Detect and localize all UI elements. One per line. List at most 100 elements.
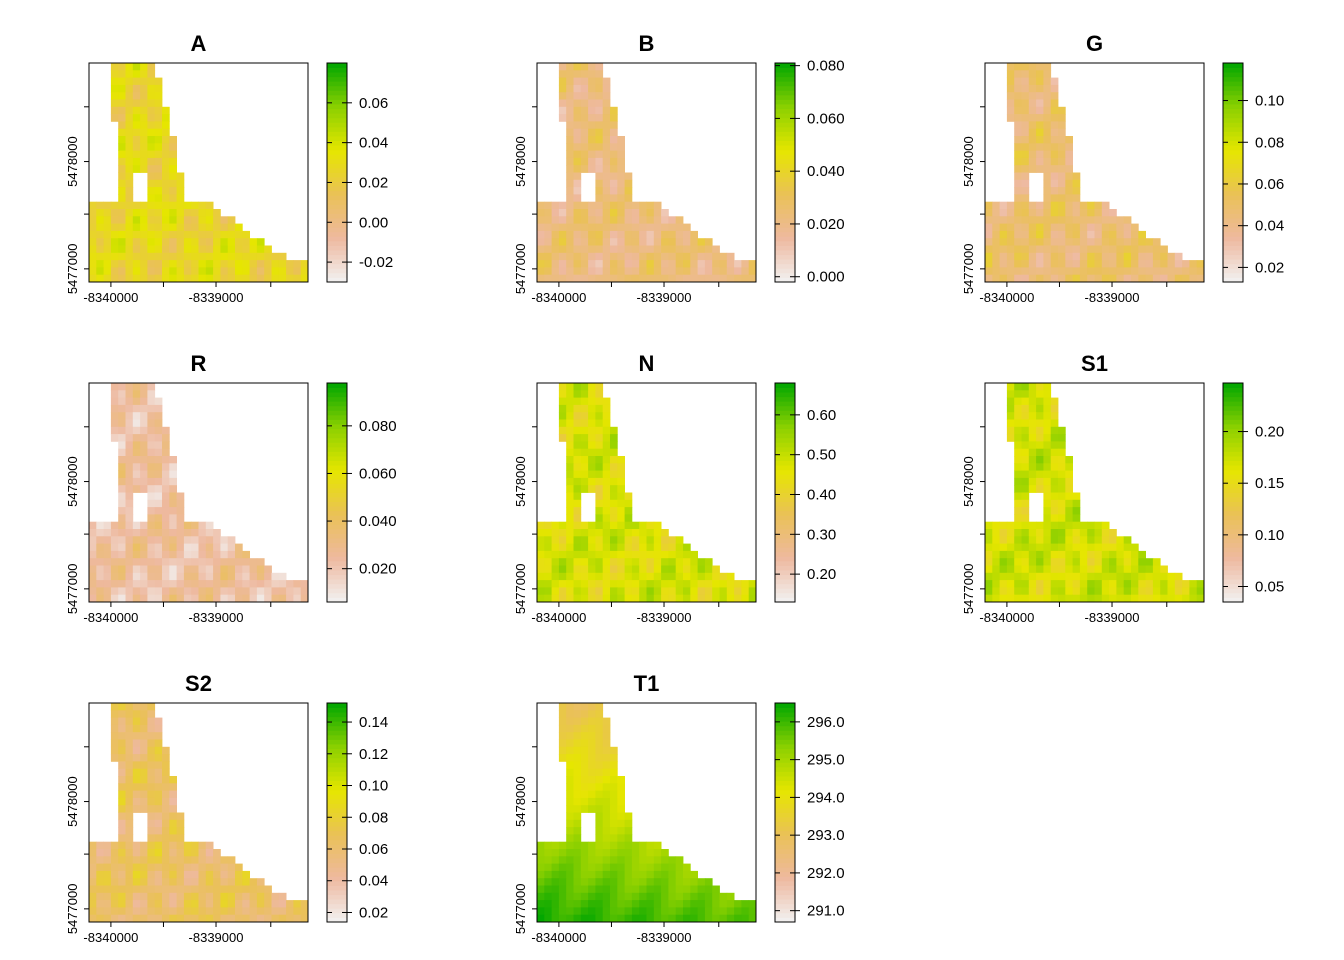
raster-cell bbox=[573, 179, 582, 188]
raster-cell bbox=[1167, 594, 1176, 603]
raster-cell bbox=[1174, 580, 1183, 588]
colorbar-tick-label: 0.020 bbox=[807, 216, 845, 233]
colorbar-swatch bbox=[775, 766, 795, 772]
raster-cell bbox=[205, 536, 214, 544]
raster-cell bbox=[639, 209, 647, 217]
raster-cell bbox=[617, 907, 625, 916]
raster-cell bbox=[610, 485, 618, 493]
raster-cell bbox=[147, 463, 156, 471]
raster-cell bbox=[147, 739, 156, 748]
raster-cell bbox=[235, 900, 243, 908]
raster-cell bbox=[242, 572, 250, 581]
raster-cell bbox=[154, 136, 163, 144]
raster-cell bbox=[213, 863, 221, 872]
raster-cell bbox=[1116, 587, 1125, 596]
colorbar-frame bbox=[774, 702, 796, 923]
raster-cell bbox=[154, 106, 163, 115]
colorbar-swatch bbox=[1223, 145, 1243, 151]
raster-cell bbox=[566, 456, 574, 464]
raster-cell bbox=[213, 885, 221, 894]
raster-cell bbox=[1043, 441, 1052, 450]
raster-cell bbox=[639, 594, 647, 603]
colorbar-swatch bbox=[775, 515, 795, 521]
raster-cell bbox=[162, 128, 170, 137]
raster-cell bbox=[1109, 238, 1117, 246]
raster-cell bbox=[602, 746, 611, 755]
raster-cell bbox=[249, 878, 258, 886]
raster-cell bbox=[1043, 485, 1052, 493]
raster-cell bbox=[985, 543, 993, 552]
raster-cell bbox=[1123, 565, 1132, 574]
colorbar-swatch bbox=[327, 222, 347, 228]
raster-cell bbox=[1101, 223, 1110, 232]
raster-cell bbox=[183, 580, 192, 588]
raster-cell bbox=[551, 252, 560, 261]
raster-cell bbox=[1050, 136, 1059, 144]
raster-cell bbox=[1087, 245, 1095, 254]
raster-cell bbox=[999, 252, 1008, 261]
raster-cell bbox=[1160, 245, 1168, 254]
raster-cell bbox=[726, 587, 735, 596]
raster-cell bbox=[191, 594, 199, 603]
raster-cell bbox=[580, 165, 589, 173]
raster-cell bbox=[198, 252, 207, 261]
raster-cell bbox=[1101, 543, 1110, 552]
raster-cell bbox=[566, 914, 574, 923]
raster-cell bbox=[610, 805, 618, 813]
raster-cell bbox=[169, 572, 177, 581]
colorbar-swatch bbox=[1223, 272, 1243, 278]
raster-cell bbox=[118, 448, 126, 457]
raster-cell bbox=[646, 521, 655, 530]
raster-cell bbox=[125, 121, 134, 130]
raster-cell bbox=[668, 558, 677, 566]
colorbar-swatch bbox=[775, 218, 795, 224]
colorbar-tick-label: 0.10 bbox=[1255, 527, 1284, 544]
raster-cell bbox=[103, 841, 112, 850]
raster-cell bbox=[132, 885, 141, 894]
raster-cell bbox=[646, 230, 655, 239]
raster-cell bbox=[147, 768, 156, 777]
raster-cell bbox=[1006, 587, 1015, 596]
raster-cell bbox=[588, 106, 596, 115]
raster-cell bbox=[690, 885, 698, 894]
raster-cell bbox=[205, 587, 214, 596]
raster-cell bbox=[675, 878, 684, 886]
raster-cell bbox=[1094, 252, 1103, 261]
raster-cell bbox=[580, 412, 589, 420]
raster-cell bbox=[1036, 463, 1044, 471]
raster-cell bbox=[220, 870, 229, 879]
raster-cell bbox=[1101, 274, 1110, 283]
colorbar-swatch bbox=[775, 158, 795, 164]
raster-cell bbox=[595, 92, 604, 100]
raster-cell bbox=[256, 572, 265, 581]
raster-cell bbox=[1079, 260, 1088, 268]
raster-cell bbox=[89, 521, 97, 530]
colorbar-swatch bbox=[327, 757, 347, 763]
raster-cell bbox=[132, 70, 141, 78]
raster-cell bbox=[132, 776, 141, 784]
raster-cell bbox=[1138, 267, 1146, 276]
raster-cell bbox=[646, 863, 655, 872]
raster-cell bbox=[110, 390, 119, 398]
raster-cell bbox=[999, 267, 1008, 276]
raster-cell bbox=[1101, 216, 1110, 224]
raster-cell bbox=[1021, 230, 1030, 239]
raster-cell bbox=[1079, 245, 1088, 254]
raster-cell bbox=[595, 172, 604, 181]
raster-cell bbox=[110, 230, 119, 239]
raster-cell bbox=[118, 179, 126, 188]
raster-cell bbox=[278, 594, 287, 603]
raster-cell bbox=[213, 245, 221, 254]
raster-cell bbox=[617, 797, 625, 806]
raster-cell bbox=[1028, 230, 1037, 239]
colorbar-swatch bbox=[327, 867, 347, 873]
raster-cell bbox=[1028, 580, 1037, 588]
raster-cell bbox=[191, 572, 199, 581]
colorbar-swatch bbox=[327, 465, 347, 471]
raster-cell bbox=[1006, 84, 1015, 93]
colorbar-swatch bbox=[327, 245, 347, 251]
raster-cell bbox=[140, 260, 148, 268]
raster-cell bbox=[595, 580, 604, 588]
raster-cell bbox=[624, 900, 633, 908]
x-tick-label: -8339000 bbox=[637, 930, 692, 945]
